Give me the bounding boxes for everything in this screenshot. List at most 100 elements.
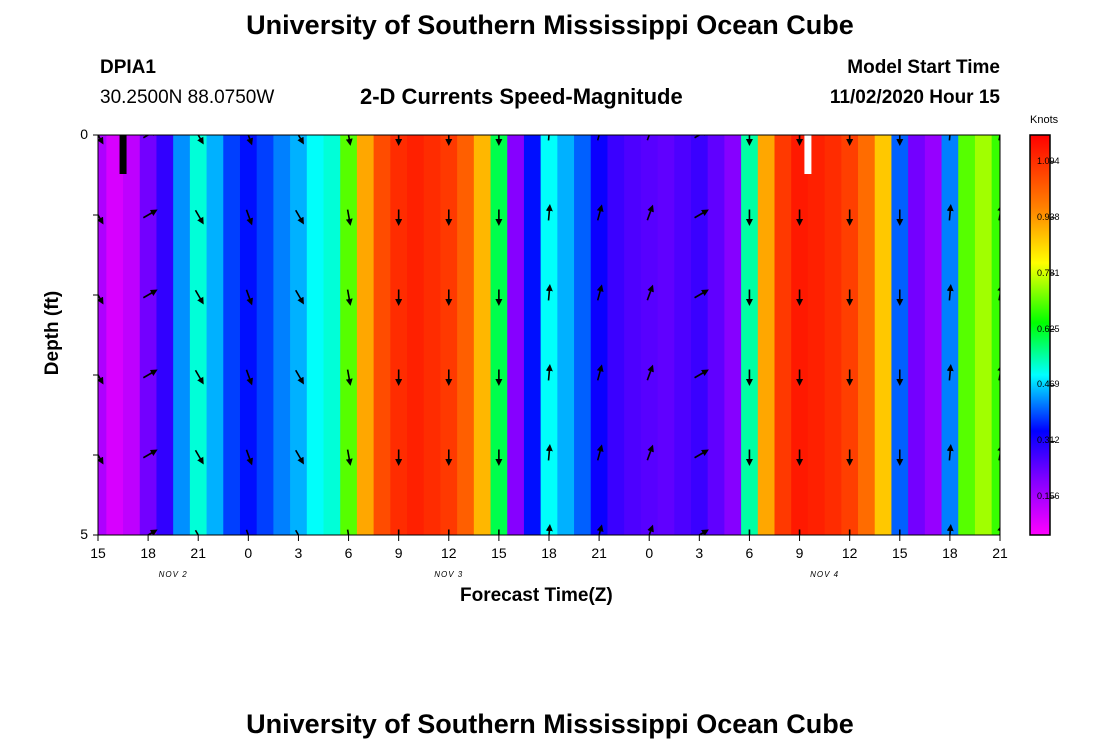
y-tick-label: 5 bbox=[80, 526, 88, 542]
current-arrow bbox=[545, 444, 553, 461]
current-arrow bbox=[694, 449, 709, 459]
heatmap-cells bbox=[98, 135, 1000, 535]
current-arrow bbox=[946, 204, 954, 221]
x-tick-label: 3 bbox=[695, 545, 704, 561]
current-arrow bbox=[345, 369, 353, 386]
heatmap-cell bbox=[473, 135, 492, 535]
current-arrow bbox=[194, 449, 204, 465]
heatmap-cell bbox=[223, 135, 241, 535]
heatmap-cell bbox=[941, 135, 959, 535]
heatmap-cell bbox=[123, 135, 141, 535]
current-arrow bbox=[545, 524, 553, 535]
colorbar-tick-label: 0.469 bbox=[1037, 379, 1060, 390]
heatmap-cell bbox=[991, 135, 1000, 535]
x-tick-label: 21 bbox=[190, 545, 206, 561]
current-arrow bbox=[997, 204, 1000, 221]
current-arrow bbox=[948, 135, 951, 141]
current-arrow bbox=[946, 284, 954, 301]
heatmap-cell bbox=[189, 135, 208, 535]
current-arrow bbox=[346, 529, 350, 535]
x-tick-label: 0 bbox=[244, 545, 253, 561]
current-arrow bbox=[98, 453, 104, 465]
colorbar-tick-label: 0.625 bbox=[1037, 323, 1060, 334]
current-arrow bbox=[998, 135, 1000, 141]
heatmap-cell bbox=[423, 135, 442, 535]
heatmap-cell bbox=[624, 135, 642, 535]
heatmap-cell bbox=[640, 135, 659, 535]
x-tick-label: 6 bbox=[745, 545, 754, 561]
current-arrow bbox=[194, 209, 204, 225]
current-arrow bbox=[646, 204, 654, 221]
current-arrow bbox=[345, 449, 353, 466]
heatmap-cell bbox=[707, 135, 725, 535]
current-arrow bbox=[694, 369, 709, 379]
heatmap-cell bbox=[924, 135, 943, 535]
heatmap-cell bbox=[657, 135, 675, 535]
x-axis-ticks bbox=[97, 535, 1001, 541]
time-marker bbox=[804, 135, 812, 174]
current-arrow bbox=[295, 529, 300, 535]
current-arrow bbox=[345, 289, 353, 306]
current-arrow bbox=[646, 135, 651, 141]
heatmap-cell bbox=[674, 135, 692, 535]
heatmap-cell bbox=[490, 135, 508, 535]
date-label: NOV 4 bbox=[810, 570, 840, 579]
x-tick-label: 9 bbox=[394, 545, 403, 561]
current-arrow bbox=[545, 364, 553, 381]
model-start-value: 11/02/2020 Hour 15 bbox=[829, 87, 1000, 108]
current-arrow bbox=[997, 284, 1000, 301]
current-arrow bbox=[596, 204, 604, 221]
current-arrow bbox=[295, 289, 304, 305]
current-arrow bbox=[547, 135, 550, 141]
heatmap-cell bbox=[858, 135, 876, 535]
x-tick-label: 12 bbox=[440, 545, 457, 561]
current-arrow bbox=[142, 449, 158, 459]
current-arrow bbox=[596, 135, 600, 141]
heatmap-cell bbox=[757, 135, 776, 535]
heatmap-cell bbox=[323, 135, 341, 535]
x-tick-label: 0 bbox=[645, 545, 654, 561]
current-arrow bbox=[98, 135, 104, 145]
page-title-top: University of Southern Mississippi Ocean… bbox=[246, 10, 854, 40]
current-arrow bbox=[142, 209, 158, 219]
heatmap-cell bbox=[206, 135, 224, 535]
current-arrow bbox=[194, 289, 204, 305]
heatmap-cell bbox=[256, 135, 274, 535]
station-id: DPIA1 bbox=[100, 57, 156, 78]
current-arrow bbox=[697, 529, 709, 535]
current-arrow bbox=[596, 444, 604, 461]
current-arrow bbox=[646, 364, 654, 381]
current-arrow bbox=[295, 369, 304, 385]
heatmap-cell bbox=[958, 135, 976, 535]
colorbar-tick-label: 0.156 bbox=[1037, 491, 1060, 502]
heatmap-cell bbox=[356, 135, 375, 535]
heatmap-cell bbox=[574, 135, 592, 535]
x-tick-label: 3 bbox=[294, 545, 303, 561]
colorbar-tick-label: 1.094 bbox=[1037, 156, 1060, 167]
current-arrow bbox=[98, 373, 104, 385]
heatmap-cell bbox=[874, 135, 893, 535]
colorbar-tick-label: 0.938 bbox=[1037, 211, 1060, 222]
current-arrow bbox=[545, 204, 553, 221]
heatmap-cell bbox=[457, 135, 475, 535]
heatmap-cell bbox=[407, 135, 425, 535]
heatmap-cell bbox=[540, 135, 558, 535]
current-arrow bbox=[694, 209, 709, 219]
heatmap-cell bbox=[974, 135, 993, 535]
time-markers bbox=[119, 135, 812, 174]
date-label: NOV 2 bbox=[158, 570, 188, 579]
current-arrow bbox=[142, 369, 158, 379]
current-arrow bbox=[245, 369, 253, 386]
x-tick-label: 6 bbox=[344, 545, 353, 561]
heatmap-cell bbox=[908, 135, 926, 535]
heatmap-cell bbox=[156, 135, 174, 535]
heatmap-cell bbox=[523, 135, 542, 535]
time-marker bbox=[119, 135, 127, 174]
heatmap-cell bbox=[891, 135, 909, 535]
current-arrow bbox=[694, 135, 709, 139]
current-arrow bbox=[142, 135, 158, 139]
heatmap-cell bbox=[173, 135, 191, 535]
heatmap-cell bbox=[607, 135, 625, 535]
current-arrow bbox=[245, 529, 250, 535]
model-start-label: Model Start Time bbox=[847, 57, 1000, 78]
